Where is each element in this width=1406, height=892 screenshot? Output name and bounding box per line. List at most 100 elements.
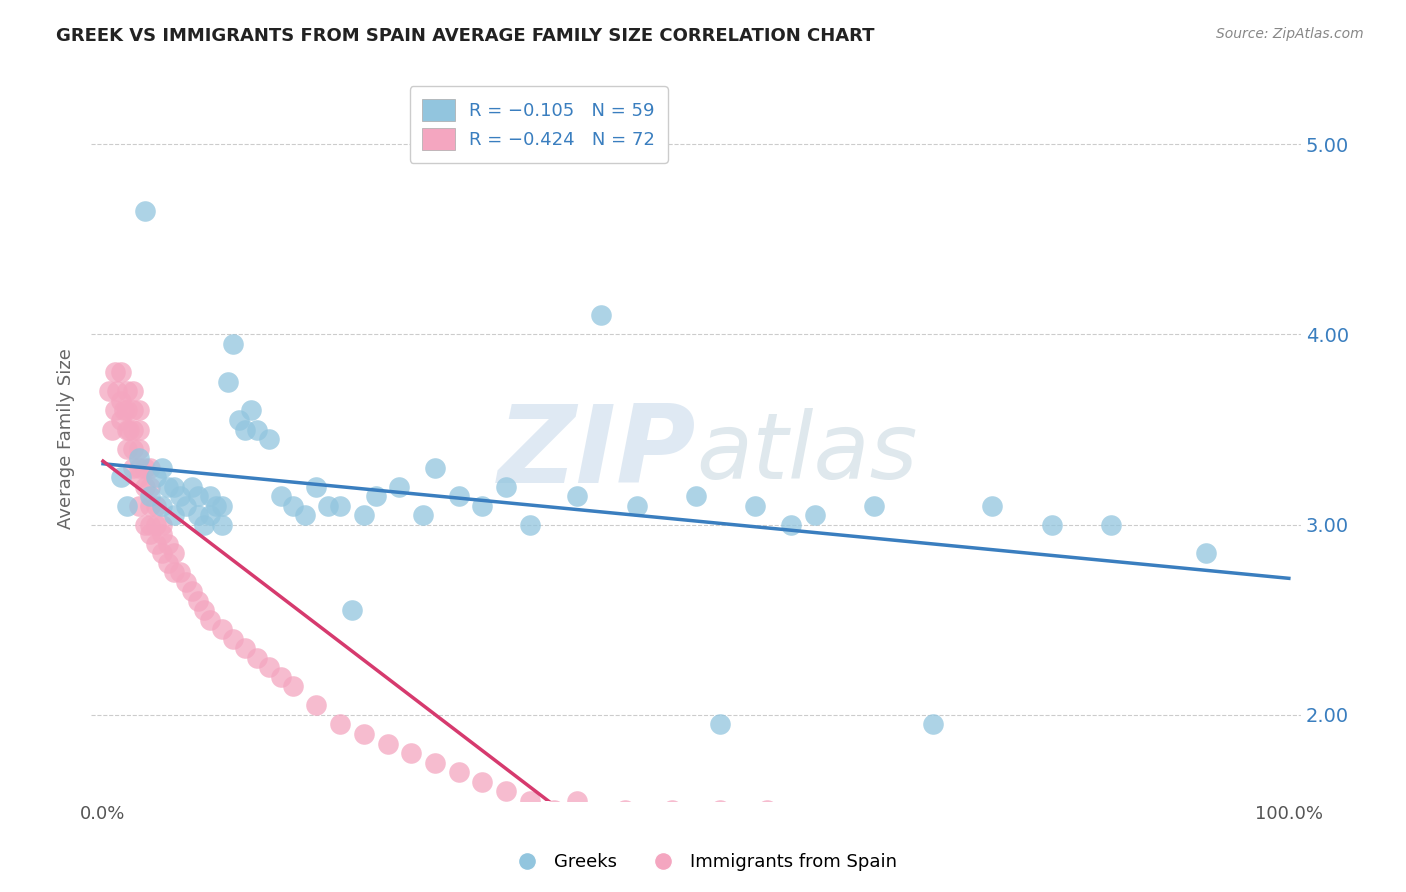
- Point: [495, 480, 517, 494]
- Point: [471, 774, 494, 789]
- Point: [519, 794, 541, 808]
- Point: [211, 623, 233, 637]
- Point: [169, 566, 191, 580]
- Point: [110, 413, 132, 427]
- Point: [128, 423, 150, 437]
- Point: [104, 403, 127, 417]
- Point: [862, 499, 884, 513]
- Point: [121, 460, 143, 475]
- Point: [257, 660, 280, 674]
- Point: [181, 480, 204, 494]
- Point: [157, 556, 180, 570]
- Point: [128, 460, 150, 475]
- Point: [101, 423, 124, 437]
- Point: [150, 527, 173, 541]
- Point: [447, 489, 470, 503]
- Point: [112, 403, 135, 417]
- Point: [353, 727, 375, 741]
- Point: [128, 499, 150, 513]
- Point: [193, 517, 215, 532]
- Point: [174, 499, 197, 513]
- Point: [110, 366, 132, 380]
- Point: [981, 499, 1004, 513]
- Point: [803, 508, 825, 523]
- Text: Source: ZipAtlas.com: Source: ZipAtlas.com: [1216, 27, 1364, 41]
- Point: [139, 499, 162, 513]
- Point: [139, 517, 162, 532]
- Point: [198, 489, 221, 503]
- Point: [211, 499, 233, 513]
- Point: [217, 375, 239, 389]
- Point: [281, 499, 304, 513]
- Point: [181, 584, 204, 599]
- Point: [756, 803, 779, 817]
- Point: [626, 499, 648, 513]
- Point: [150, 546, 173, 560]
- Point: [139, 527, 162, 541]
- Point: [305, 480, 328, 494]
- Point: [222, 632, 245, 646]
- Point: [193, 603, 215, 617]
- Point: [281, 680, 304, 694]
- Point: [110, 470, 132, 484]
- Point: [222, 337, 245, 351]
- Point: [187, 508, 209, 523]
- Point: [423, 460, 446, 475]
- Point: [128, 403, 150, 417]
- Point: [685, 489, 707, 503]
- Point: [121, 384, 143, 399]
- Point: [198, 508, 221, 523]
- Point: [779, 517, 801, 532]
- Point: [246, 423, 269, 437]
- Point: [187, 594, 209, 608]
- Point: [163, 480, 186, 494]
- Point: [661, 803, 683, 817]
- Point: [270, 670, 292, 684]
- Point: [115, 384, 138, 399]
- Point: [128, 442, 150, 456]
- Point: [105, 384, 128, 399]
- Point: [150, 499, 173, 513]
- Legend: R = −0.105   N = 59, R = −0.424   N = 72: R = −0.105 N = 59, R = −0.424 N = 72: [409, 87, 668, 163]
- Point: [163, 508, 186, 523]
- Point: [447, 765, 470, 780]
- Point: [128, 470, 150, 484]
- Point: [613, 803, 636, 817]
- Point: [353, 508, 375, 523]
- Point: [922, 717, 945, 731]
- Point: [174, 574, 197, 589]
- Point: [128, 451, 150, 466]
- Point: [1099, 517, 1122, 532]
- Point: [139, 460, 162, 475]
- Point: [412, 508, 434, 523]
- Point: [305, 698, 328, 713]
- Point: [150, 517, 173, 532]
- Point: [423, 756, 446, 770]
- Point: [401, 746, 423, 760]
- Point: [115, 403, 138, 417]
- Point: [233, 423, 256, 437]
- Text: GREEK VS IMMIGRANTS FROM SPAIN AVERAGE FAMILY SIZE CORRELATION CHART: GREEK VS IMMIGRANTS FROM SPAIN AVERAGE F…: [56, 27, 875, 45]
- Point: [145, 517, 167, 532]
- Point: [567, 794, 589, 808]
- Point: [110, 394, 132, 409]
- Point: [270, 489, 292, 503]
- Point: [294, 508, 316, 523]
- Point: [543, 803, 565, 817]
- Point: [744, 499, 766, 513]
- Point: [1040, 517, 1063, 532]
- Point: [340, 603, 363, 617]
- Point: [157, 480, 180, 494]
- Point: [709, 803, 731, 817]
- Point: [97, 384, 120, 399]
- Point: [157, 537, 180, 551]
- Point: [163, 566, 186, 580]
- Point: [134, 480, 156, 494]
- Point: [115, 423, 138, 437]
- Point: [145, 537, 167, 551]
- Point: [709, 717, 731, 731]
- Point: [329, 499, 352, 513]
- Point: [104, 366, 127, 380]
- Point: [471, 499, 494, 513]
- Point: [240, 403, 263, 417]
